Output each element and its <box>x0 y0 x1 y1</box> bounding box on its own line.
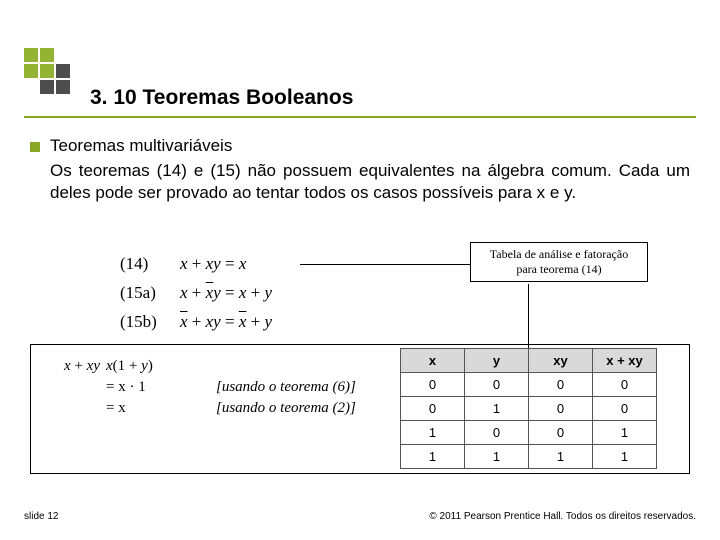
callout-line2: para teorema (14) <box>477 262 641 277</box>
derivation-row: = x · 1 [usando o teorema (6)] <box>38 379 356 396</box>
theorem-list: (14) x + xy = x (15a) x + xy = x + y (15… <box>120 250 272 337</box>
table-cell: 0 <box>529 421 593 445</box>
body-paragraph: Os teoremas (14) e (15) não possuem equi… <box>50 160 690 204</box>
table-row: 0000 <box>401 373 657 397</box>
table-cell: 0 <box>401 397 465 421</box>
table-header-cell: x + xy <box>593 349 657 373</box>
heading-underline <box>24 116 696 118</box>
table-cell: 1 <box>401 421 465 445</box>
table-cell: 0 <box>529 373 593 397</box>
deriv-note: [usando o teorema (6)] <box>216 379 356 396</box>
theorem-label: (14) <box>120 250 180 279</box>
theorem-14: (14) x + xy = x <box>120 250 272 279</box>
theorem-eq: x + xy = x + y <box>180 279 272 308</box>
deriv-mid: x(1 + y) <box>106 358 216 375</box>
callout-connector <box>528 284 529 348</box>
table-cell: 0 <box>465 373 529 397</box>
heading-text: 3. 10 Teoremas Booleanos <box>90 86 353 109</box>
table-header-cell: xy <box>529 349 593 373</box>
theorem-eq: x + xy = x <box>180 250 246 279</box>
callout-connector <box>300 264 470 265</box>
table-header-cell: x <box>401 349 465 373</box>
theorem-label: (15b) <box>120 308 180 337</box>
theorem-eq: x + xy = x + y <box>180 308 272 337</box>
theorem-15b: (15b) x + xy = x + y <box>120 308 272 337</box>
deriv-note: [usando o teorema (2)] <box>216 400 356 417</box>
table-header-cell: y <box>465 349 529 373</box>
deriv-mid: = x <box>106 400 216 417</box>
derivation-block: x + xy x(1 + y) = x · 1 [usando o teorem… <box>38 358 356 421</box>
table-cell: 1 <box>593 421 657 445</box>
derivation-row: x + xy x(1 + y) <box>38 358 356 375</box>
deriv-lhs: x + xy <box>38 358 106 375</box>
table-header-row: xyxyx + xy <box>401 349 657 373</box>
callout-box: Tabela de análise e fatoração para teore… <box>470 242 648 282</box>
table-cell: 1 <box>529 445 593 469</box>
theorem-15a: (15a) x + xy = x + y <box>120 279 272 308</box>
slide-heading: 3. 10 Teoremas Booleanos <box>90 86 353 110</box>
logo-grid <box>24 48 70 94</box>
footer-copyright: © 2011 Pearson Prentice Hall. Todos os d… <box>429 511 696 522</box>
deriv-mid: = x · 1 <box>106 379 216 396</box>
bullet-square-icon <box>30 142 40 152</box>
footer-slide-number: slide 12 <box>24 511 58 522</box>
derivation-row: = x [usando o teorema (2)] <box>38 400 356 417</box>
callout-line1: Tabela de análise e fatoração <box>477 247 641 262</box>
table-cell: 0 <box>593 397 657 421</box>
table-row: 1111 <box>401 445 657 469</box>
table-cell: 0 <box>401 373 465 397</box>
table-row: 0100 <box>401 397 657 421</box>
table-cell: 0 <box>529 397 593 421</box>
theorem-label: (15a) <box>120 279 180 308</box>
table-cell: 1 <box>465 397 529 421</box>
table-cell: 1 <box>593 445 657 469</box>
table-cell: 1 <box>401 445 465 469</box>
table-row: 1001 <box>401 421 657 445</box>
table-cell: 0 <box>593 373 657 397</box>
table-cell: 1 <box>465 445 529 469</box>
truth-table: xyxyx + xy 0000010010011111 <box>400 348 657 469</box>
table-cell: 0 <box>465 421 529 445</box>
bullet-subtitle: Teoremas multivariáveis <box>50 136 232 156</box>
